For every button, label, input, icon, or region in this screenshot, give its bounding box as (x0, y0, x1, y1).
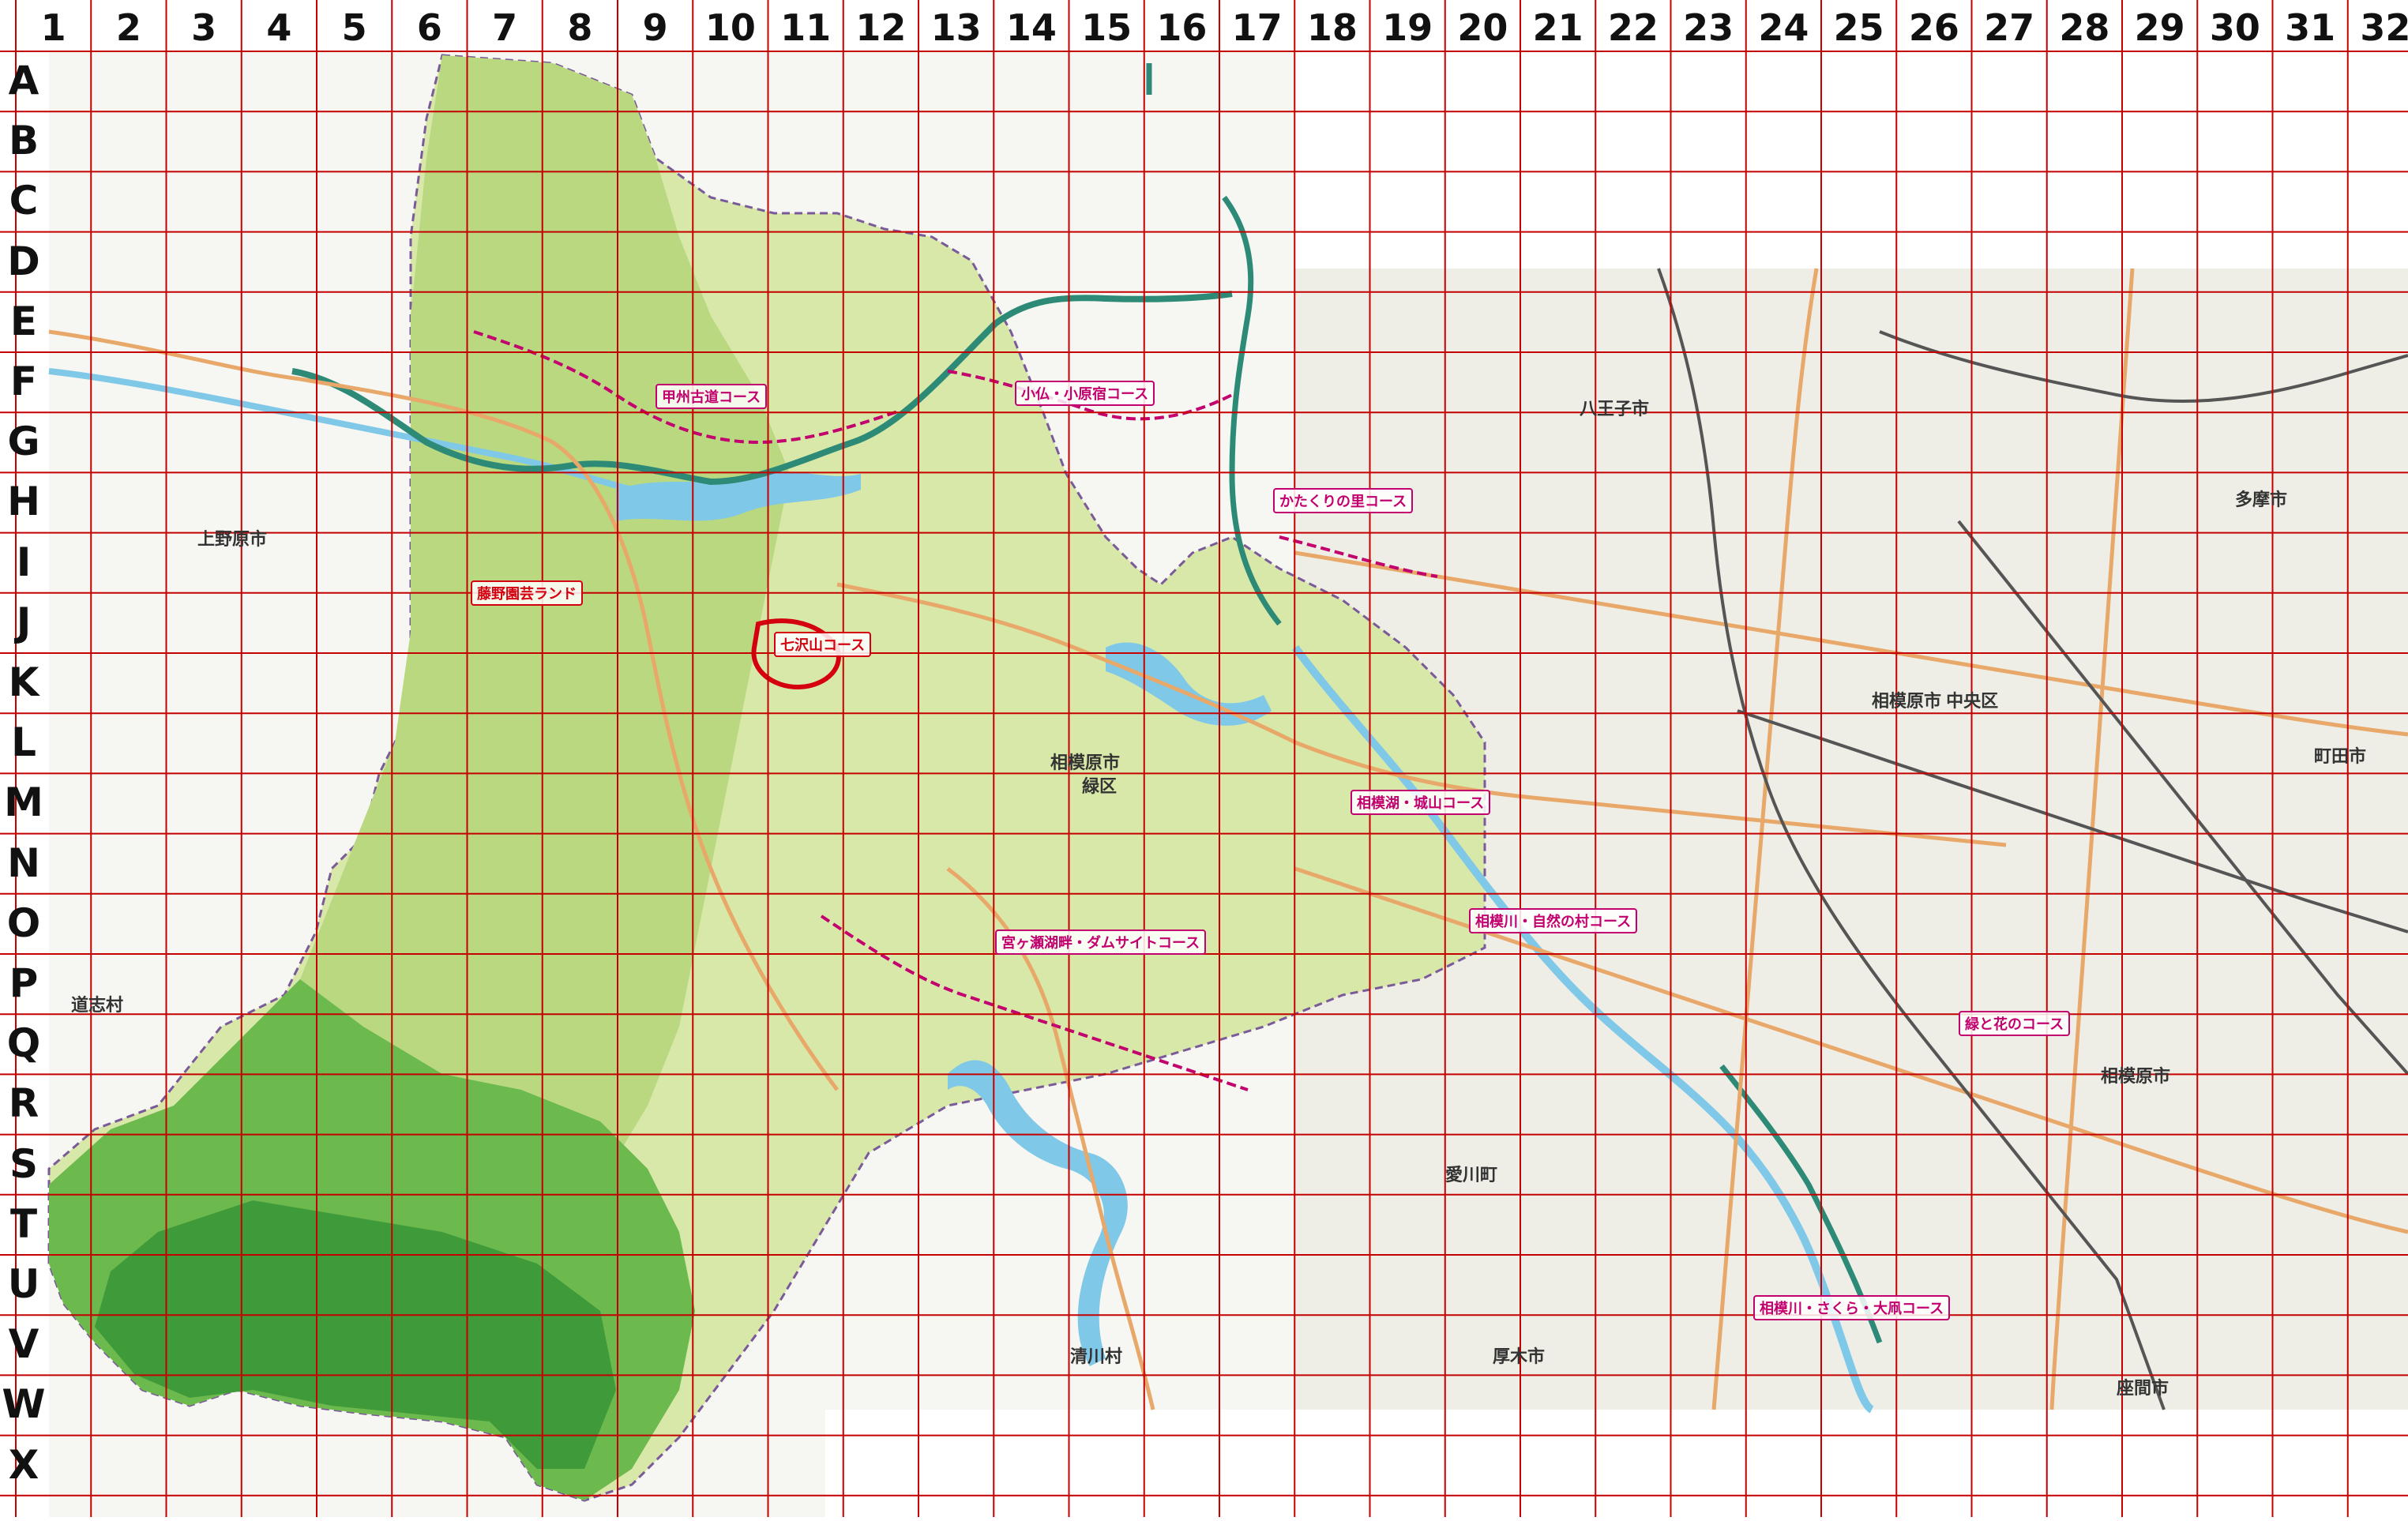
row-label: P (9, 960, 39, 1006)
column-label: 5 (341, 6, 367, 49)
nanayama-course-loop (751, 618, 841, 690)
row-label: K (8, 659, 39, 705)
ward-midori-label: 緑区 (1082, 776, 1118, 796)
ken-o-expressway (1146, 63, 1282, 626)
course-koshu: 甲州古道コース (656, 384, 768, 409)
column-label: 21 (1532, 6, 1583, 49)
column-label: 3 (191, 6, 217, 49)
row-label: J (16, 599, 32, 645)
row-label: G (7, 419, 40, 465)
city-zama-label: 座間市 (2117, 1378, 2169, 1398)
column-label: 11 (780, 6, 832, 49)
column-label: 31 (2285, 6, 2336, 49)
row-label: A (8, 58, 39, 103)
fujino-garden-label: 藤野園芸ランド (471, 580, 583, 606)
course-sagamigawa: 相模川・自然の村コース (1469, 908, 1638, 933)
village-kiyokawa-label: 清川村 (1070, 1346, 1123, 1366)
railways (1657, 268, 2408, 1410)
course-oyama-kohara: 小仏・小原宿コース (1015, 381, 1155, 406)
row-label: M (4, 779, 43, 826)
column-label: 32 (2360, 6, 2408, 49)
bottom-map-sheet (49, 1410, 825, 1517)
course-sagamiko: 相模湖・城山コース (1351, 790, 1491, 815)
row-label: S (9, 1140, 38, 1187)
forest-mid (49, 55, 790, 1358)
ken-o-expressway-south (1719, 1064, 1883, 1344)
row-label: L (11, 719, 36, 766)
column-label: 26 (1908, 6, 1959, 49)
katsura-river (48, 368, 633, 493)
course-nanayama: 七沢山コース (774, 632, 872, 657)
city-atsugi-label: 厚木市 (1493, 1346, 1546, 1366)
column-label: 9 (642, 6, 668, 49)
course-kadori: かたくりの里コース (1273, 488, 1414, 513)
column-label: 29 (2134, 6, 2185, 49)
course-sagamigawa-ohashi: 相模川・さくら・大凧コース (1753, 1295, 1951, 1320)
column-label: 1 (40, 6, 66, 49)
row-label: X (8, 1441, 39, 1488)
village-doshi-label: 道志村 (71, 995, 124, 1015)
row-label: H (7, 479, 40, 525)
city-machida-label: 町田市 (2314, 746, 2367, 766)
chuo-expressway (291, 291, 1233, 486)
city-hachioji-label: 八王子市 (1580, 399, 1650, 419)
column-label: 4 (266, 6, 292, 49)
sagamihara-minami-label: 相模原市 (2101, 1066, 2171, 1086)
town-aikawa-label: 愛川町 (1445, 1165, 1498, 1185)
column-label: 30 (2209, 6, 2260, 49)
row-label: U (7, 1261, 40, 1307)
column-label: 7 (492, 6, 518, 49)
column-label: 20 (1457, 6, 1508, 49)
row-label: D (7, 238, 40, 284)
city-uenohara-label: 上野原市 (197, 529, 268, 549)
row-label: I (16, 539, 32, 585)
tsukui-lake (1106, 642, 1272, 726)
course-midori: 緑と花のコース (1959, 1011, 2071, 1036)
column-label: 15 (1081, 6, 1133, 49)
row-label: V (8, 1321, 39, 1368)
column-label: 16 (1156, 6, 1208, 49)
row-label: N (7, 839, 40, 886)
column-label: 13 (930, 6, 982, 49)
column-label: 27 (1984, 6, 2035, 49)
row-label: W (2, 1381, 46, 1428)
column-label: 8 (567, 6, 593, 49)
city-tama-label: 多摩市 (2235, 490, 2288, 509)
column-label: 6 (416, 6, 442, 49)
row-label: T (9, 1200, 38, 1247)
sagamihara-chuo-label: 相模原市 中央区 (1872, 691, 1999, 711)
column-label: 18 (1306, 6, 1358, 49)
column-label: 24 (1758, 6, 1809, 49)
column-label: 10 (704, 6, 756, 49)
sagami-lake (616, 471, 861, 521)
column-label: 17 (1231, 6, 1283, 49)
column-label: 14 (1005, 6, 1057, 49)
row-label: Q (6, 1020, 41, 1067)
row-label: E (9, 298, 38, 344)
forest-darkest (95, 1200, 616, 1469)
row-label: C (9, 178, 39, 224)
column-label: 23 (1683, 6, 1734, 49)
column-label: 12 (855, 6, 907, 49)
column-label: 19 (1382, 6, 1433, 49)
city-sagamihara-label: 相模原市 (1050, 753, 1121, 772)
column-label: 22 (1607, 6, 1659, 49)
row-label: R (8, 1080, 39, 1127)
row-label: O (6, 899, 41, 946)
miyagase-lake (948, 1060, 1128, 1366)
column-label: 2 (115, 6, 141, 49)
column-label: 28 (2059, 6, 2110, 49)
course-tsukui-dam: 宮ヶ瀬湖畔・ダムサイトコース (995, 930, 1207, 955)
row-label: B (8, 118, 39, 164)
row-label: F (9, 359, 38, 404)
column-label: 25 (1833, 6, 1884, 49)
